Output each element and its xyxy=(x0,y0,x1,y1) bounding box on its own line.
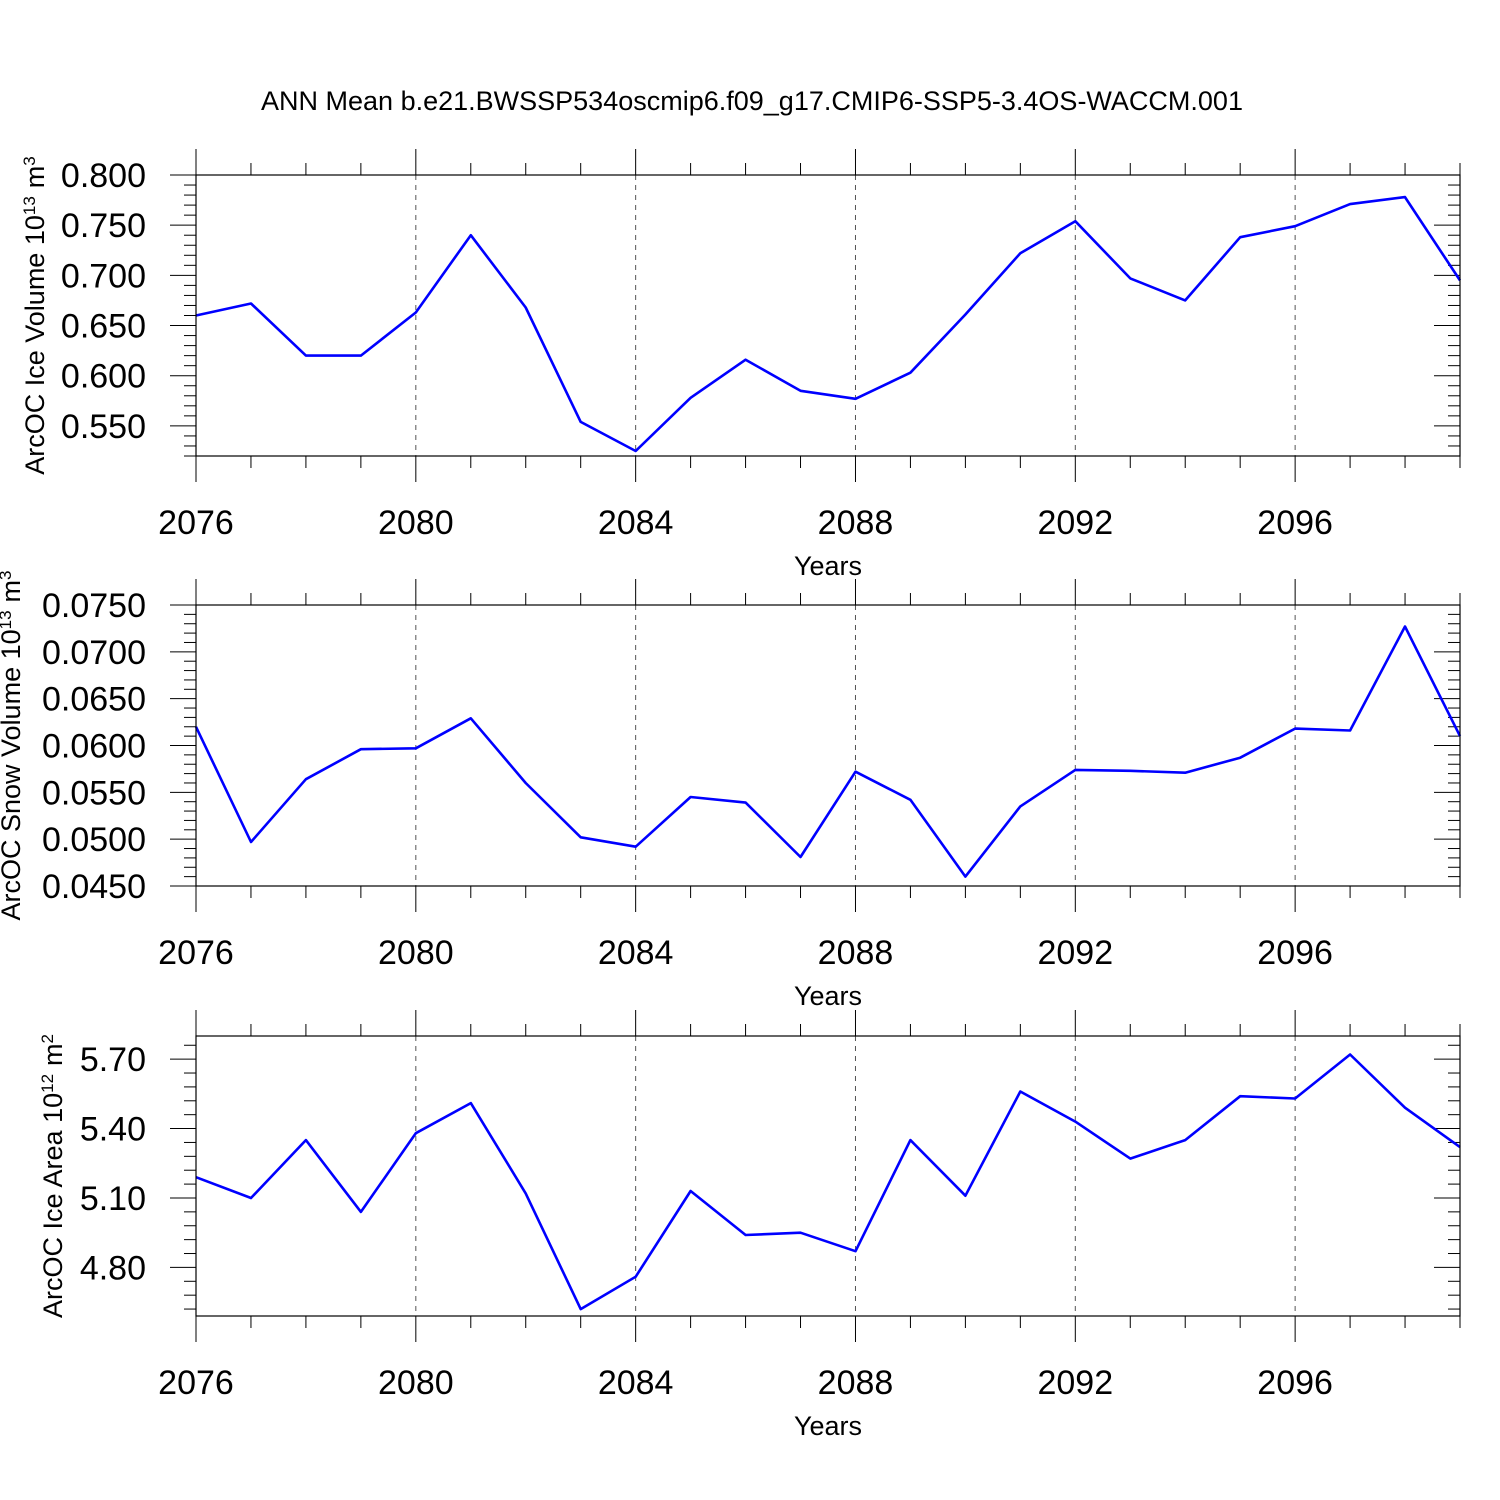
ice-area-y-tick-label: 5.40 xyxy=(80,1111,146,1149)
ice-area-plot-frame xyxy=(195,1035,1461,1317)
snow-volume-y-tick-label: 0.0500 xyxy=(42,821,146,859)
ice-volume-y-tick-label: 0.550 xyxy=(61,408,146,446)
snow-volume-x-axis-label: Years xyxy=(794,981,862,1011)
snow-volume-y-tick-label: 0.0550 xyxy=(42,774,146,812)
ice-area-x-tick-label: 2076 xyxy=(158,1364,234,1402)
ice-area-y-axis-label: ArcOC Ice Area 1012m2 xyxy=(38,1034,69,1318)
ice-volume-plot-frame xyxy=(195,174,1461,457)
ice-volume-y-axis-label: ArcOC Ice Volume 1013m3 xyxy=(20,156,51,475)
ice-volume-y-tick-label: 0.800 xyxy=(61,157,146,195)
snow-volume-y-tick-label: 0.0450 xyxy=(42,868,146,906)
ice-volume-panel: 0.550 0.600 0.650 0.700 0.750 0.800 2076 2080 20… xyxy=(20,149,1462,581)
ice-area-x-axis-label: Years xyxy=(794,1411,862,1441)
ice-volume-y-tick-label: 0.750 xyxy=(61,207,146,245)
ice-volume-x-tick-label: 2088 xyxy=(818,504,894,542)
snow-volume-x-tick-label: 2092 xyxy=(1037,934,1113,972)
ice-volume-x-axis-label: Years xyxy=(794,551,862,581)
snow-volume-panel: 0.0450 0.0500 0.0550 0.0600 0.0650 0.0700 0.07… xyxy=(0,570,1462,1011)
ice-area-line xyxy=(195,1053,1461,1311)
snow-volume-x-tick-label: 2080 xyxy=(378,934,454,972)
ice-area-y-tick-label: 4.80 xyxy=(80,1249,146,1287)
ice-volume-y-tick-label: 0.600 xyxy=(61,358,146,396)
snow-volume-x-tick-label: 2096 xyxy=(1257,934,1333,972)
ice-area-x-tick-label: 2084 xyxy=(598,1364,674,1402)
ice-volume-x-tick-label: 2076 xyxy=(158,504,234,542)
ice-area-x-tick-label: 2088 xyxy=(818,1364,894,1402)
ice-volume-x-tick-label: 2084 xyxy=(598,504,674,542)
snow-volume-plot-frame xyxy=(195,604,1461,887)
ice-area-x-tick-label: 2080 xyxy=(378,1364,454,1402)
ice-volume-line xyxy=(195,195,1462,453)
chart-title: ANN Mean b.e21.BWSSP534oscmip6.f09_g17.C… xyxy=(261,86,1243,116)
ice-area-panel: 4.80 5.10 5.40 5.70 2076 2080 2084 2088 2092 2096… xyxy=(38,1010,1461,1441)
snow-volume-x-tick-label: 2076 xyxy=(158,934,234,972)
ice-volume-y-tick-label: 0.700 xyxy=(61,257,146,295)
snow-volume-y-tick-label: 0.0650 xyxy=(42,681,146,719)
ice-volume-y-tick-label: 0.650 xyxy=(61,308,146,346)
snow-volume-y-tick-label: 0.0700 xyxy=(42,634,146,672)
snow-volume-y-axis-label: ArcOC Snow Volume 1013m3 xyxy=(0,570,26,920)
ice-volume-x-tick-label: 2092 xyxy=(1037,504,1113,542)
ice-area-y-tick-label: 5.70 xyxy=(80,1041,146,1079)
snow-volume-line xyxy=(194,625,1462,878)
ice-volume-x-tick-label: 2096 xyxy=(1257,504,1333,542)
snow-volume-x-tick-label: 2084 xyxy=(598,934,674,972)
ice-area-x-tick-label: 2092 xyxy=(1037,1364,1113,1402)
snow-volume-y-tick-label: 0.0600 xyxy=(42,728,146,766)
ice-area-y-tick-label: 5.10 xyxy=(80,1180,146,1218)
snow-volume-x-tick-label: 2088 xyxy=(818,934,894,972)
snow-volume-y-tick-label: 0.0750 xyxy=(42,587,146,625)
ice-area-x-tick-label: 2096 xyxy=(1257,1364,1333,1402)
ice-volume-x-tick-label: 2080 xyxy=(378,504,454,542)
